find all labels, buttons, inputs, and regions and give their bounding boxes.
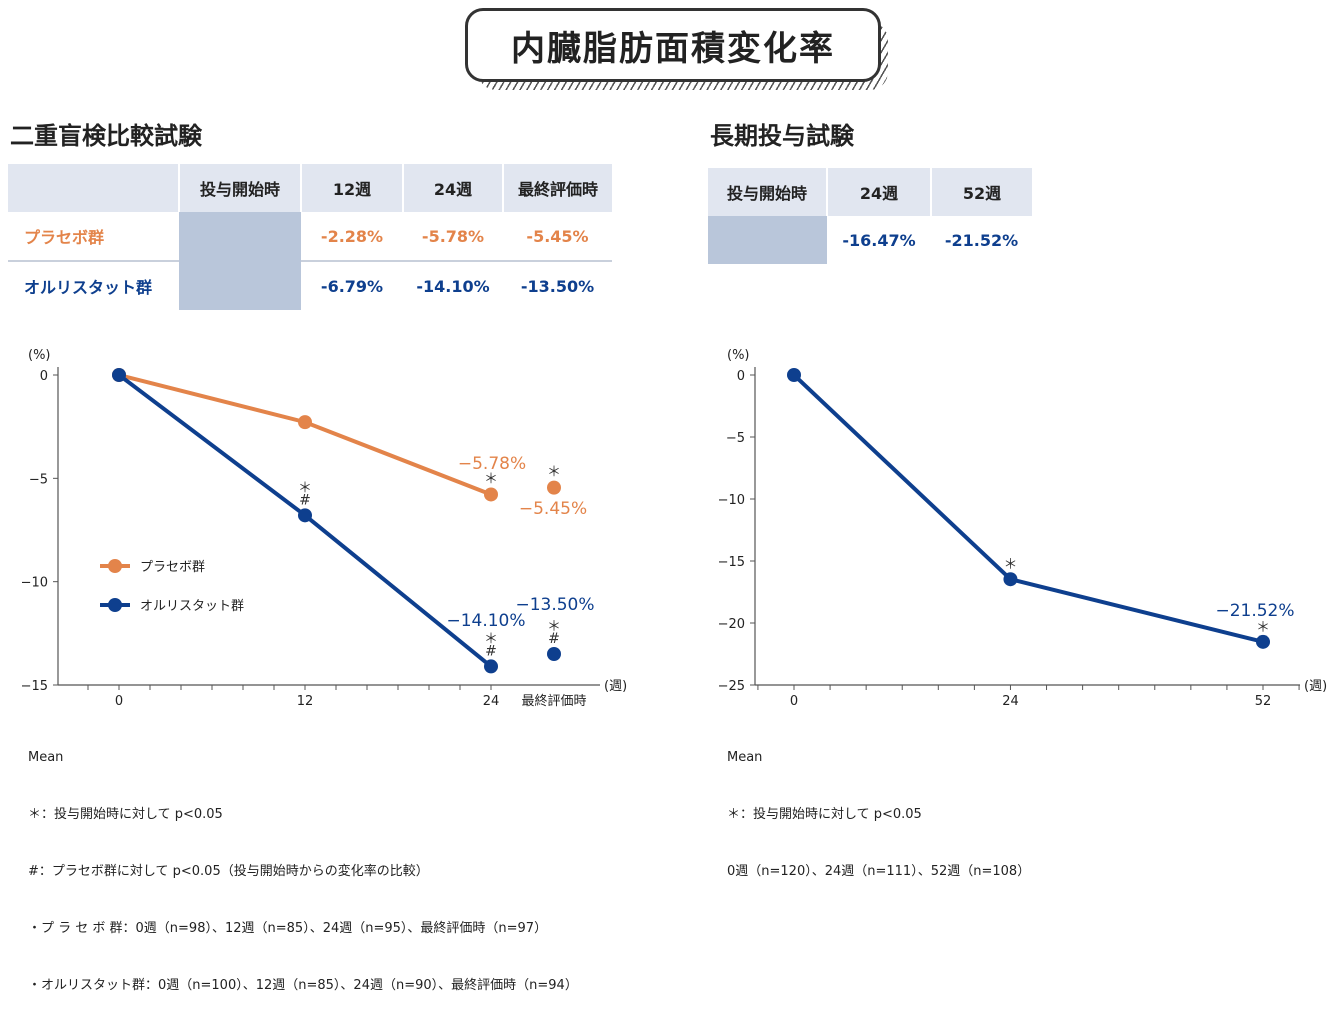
significance-mark: ＊ <box>1256 620 1270 636</box>
right-table-header-2: 52週 <box>931 168 1032 216</box>
footnote: ・オルリスタット群：0週（n=100）、12週（n=85）、24週（n=90）、… <box>28 978 578 993</box>
y-tick-label: −25 <box>718 679 745 694</box>
table-row: -16.47% -21.52% <box>708 216 1032 264</box>
legend-label: オルリスタット群 <box>140 599 244 614</box>
row-label-orlistat: オルリスタット群 <box>8 260 179 310</box>
footnote: #：プラセボ群に対して p<0.05（投与開始時からの変化率の比較） <box>28 864 429 879</box>
y-axis-unit: (%) <box>28 348 51 363</box>
right-table: 投与開始時 24週 52週 -16.47% -21.52% <box>708 168 1032 264</box>
page-title: 内臓脂肪面積変化率 <box>465 8 881 82</box>
legend-marker <box>108 559 122 573</box>
significance-mark: ＊ <box>547 619 561 635</box>
left-table: 投与開始時 12週 24週 最終評価時 プラセボ群 -2.28% -5.78% … <box>8 164 612 310</box>
table-row: プラセボ群 -2.28% -5.78% -5.45% <box>8 212 612 310</box>
data-point <box>484 659 498 674</box>
data-point <box>547 647 561 661</box>
data-point <box>787 368 801 382</box>
left-table-header-2: 12週 <box>301 164 404 212</box>
data-point <box>298 415 312 430</box>
x-tick-label: 52 <box>1255 694 1272 709</box>
footnote: ＊：投与開始時に対して p<0.05 <box>28 807 223 822</box>
long-52w: -21.52% <box>944 230 1019 250</box>
footnote: Mean <box>727 750 763 765</box>
x-tick-label: 0 <box>790 694 798 709</box>
x-axis-unit: (週) <box>1304 679 1327 694</box>
footnote: ＊：投与開始時に対して p<0.05 <box>727 807 922 822</box>
significance-mark: # <box>548 631 560 647</box>
x-tick-label: 24 <box>483 694 500 709</box>
legend-marker <box>108 598 122 612</box>
right-table-header-1: 24週 <box>827 168 932 216</box>
left-table-header-3: 24週 <box>403 164 504 212</box>
y-tick-label: 0 <box>40 369 48 384</box>
data-point <box>112 368 126 382</box>
left-footnotes: Mean ＊：投与開始時に対して p<0.05 #：プラセボ群に対して p<0.… <box>28 710 578 1014</box>
legend-label: プラセボ群 <box>140 560 205 575</box>
x-tick-label: 24 <box>1002 694 1019 709</box>
significance-mark: ＊ <box>1003 557 1017 573</box>
x-tick-label: 0 <box>115 694 123 709</box>
significance-mark: ＊ <box>298 480 312 496</box>
placebo-final: -5.45% <box>526 226 589 246</box>
table-row: オルリスタット群 -6.79% -14.10% -13.50% <box>8 260 612 310</box>
y-tick-label: −20 <box>718 617 745 632</box>
right-line-chart: (%)0−5−10−15−20−250 24 52(週)＊＊−21.52% <box>718 348 1328 709</box>
y-tick-label: −5 <box>726 431 745 446</box>
x-tick-label: 12 <box>297 694 314 709</box>
placebo-24w: -5.78% <box>421 226 485 246</box>
right-baseline-cell <box>708 216 827 264</box>
orlistat-final: -13.50% <box>503 260 612 310</box>
left-table-header-1: 投与開始時 <box>179 164 302 212</box>
data-point <box>547 480 561 495</box>
right-footnotes: Mean ＊：投与開始時に対して p<0.05 0週（n=120）、24週（n=… <box>727 710 1030 900</box>
data-label: −21.52% <box>1215 601 1294 621</box>
significance-mark: # <box>485 643 497 659</box>
significance-mark: ＊ <box>484 471 498 487</box>
y-tick-label: 0 <box>737 369 745 384</box>
left-line-chart: (%)0−5−10−150 12 24 最終評価時(週)＊−5.78% ＊−5.45%#… <box>21 348 628 709</box>
left-table-header-4: 最終評価時 <box>503 164 612 212</box>
y-tick-label: −10 <box>718 493 745 508</box>
data-point <box>1256 634 1270 649</box>
baseline-cell <box>179 212 301 310</box>
data-label: −5.78% <box>458 454 526 474</box>
data-point <box>1003 572 1018 587</box>
footnote: Mean <box>28 750 64 765</box>
right-table-header-row: 投与開始時 24週 52週 <box>708 168 1032 216</box>
footnote: ・プ ラ セ ボ 群：0週（n=98）、12週（n=85）、24週（n=95）、… <box>28 921 548 936</box>
x-tick-label: 最終評価時 <box>521 693 586 709</box>
data-point <box>298 508 312 523</box>
orlistat-24w: -14.10% <box>403 260 503 310</box>
series-line <box>118 373 492 497</box>
y-tick-label: −15 <box>21 679 48 694</box>
left-section-title: 二重盲検比較試験 <box>10 122 202 150</box>
long-24w: -16.47% <box>842 230 916 250</box>
footnote: 0週（n=120）、24週（n=111）、52週（n=108） <box>727 864 1031 879</box>
x-axis-unit: (週) <box>604 679 627 694</box>
y-tick-label: −5 <box>29 472 48 487</box>
significance-mark: # <box>299 492 311 508</box>
orlistat-12w: -6.79% <box>301 260 403 310</box>
row-label-placebo: プラセボ群 <box>24 228 105 247</box>
data-label: −13.50% <box>515 595 594 615</box>
significance-mark: ＊ <box>484 631 498 647</box>
y-axis-unit: (%) <box>727 348 750 363</box>
data-label: −14.10% <box>446 611 525 631</box>
left-table-header-row: 投与開始時 12週 24週 最終評価時 <box>8 164 612 212</box>
y-tick-label: −15 <box>718 555 745 570</box>
placebo-12w: -2.28% <box>320 226 384 246</box>
page-title-text: 内臓脂肪面積変化率 <box>511 28 835 69</box>
left-table-header-0 <box>8 164 180 212</box>
data-point <box>484 487 498 502</box>
data-label: −5.45% <box>519 499 587 519</box>
significance-mark: ＊ <box>547 465 561 481</box>
right-table-header-0: 投与開始時 <box>708 168 828 216</box>
right-section-title: 長期投与試験 <box>710 122 854 150</box>
series-line <box>792 373 1264 644</box>
y-tick-label: −10 <box>21 576 48 591</box>
